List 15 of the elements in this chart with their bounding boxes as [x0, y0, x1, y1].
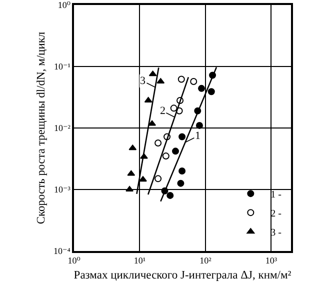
legend-label: 1 - — [270, 189, 282, 200]
annotation: 1 — [195, 130, 200, 142]
x-tick-label: 10³ — [265, 256, 278, 266]
annotation: 3 — [140, 75, 146, 87]
x-tick-label: 10⁰ — [68, 256, 81, 266]
x-tick-label: 10² — [200, 256, 212, 266]
y-tick-label: 10⁻⁴ — [54, 246, 70, 256]
annotation: 2 — [160, 105, 166, 117]
x-axis-title: Размах циклического J-интеграла ΔJ, кнм/м² — [74, 270, 292, 282]
y-tick-label: 10⁻¹ — [54, 62, 71, 72]
x-tick-label: 10¹ — [134, 256, 146, 266]
y-axis-title: Скорость роста трещины dl/dN, м/цикл — [36, 32, 48, 224]
y-tick-label: 10⁻² — [54, 123, 71, 134]
y-tick-label: 10⁰ — [58, 0, 71, 10]
y-tick-label: 10⁻³ — [54, 184, 71, 195]
